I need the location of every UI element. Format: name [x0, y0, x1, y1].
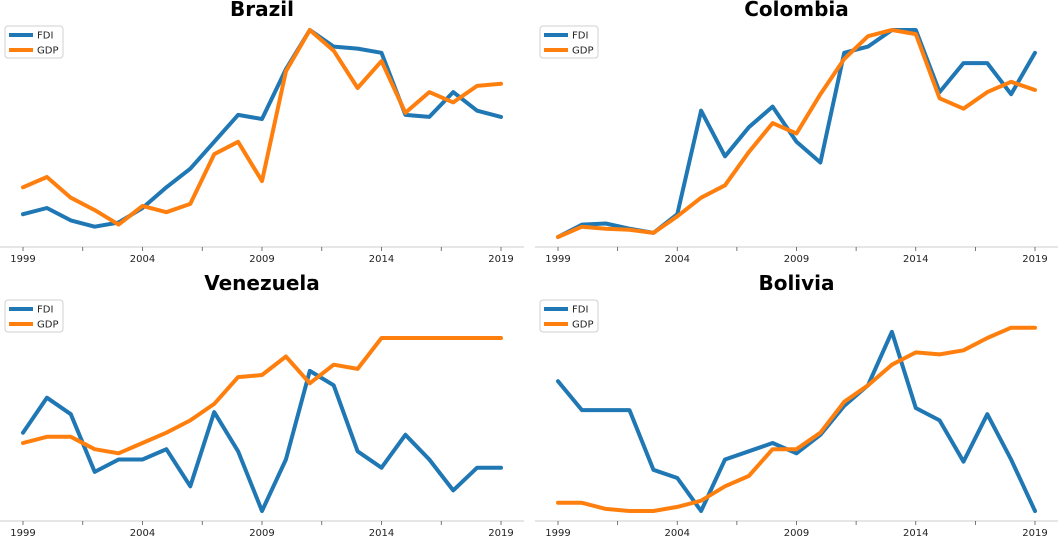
chart-panel-brazil: Brazil 1999 2004 2009 2014 2019 FDI GDP [0, 0, 524, 265]
chart-title: Colombia [744, 0, 849, 21]
chart-panel-bolivia: Bolivia 1999 2004 2009 2014 2019 FDI GDP [535, 271, 1058, 539]
legend: FDI GDP [539, 299, 599, 333]
series-line-gdp [556, 325, 1037, 513]
chart-panel-colombia: Colombia 1999 2004 2009 2014 2019 FDI GDP [535, 0, 1058, 265]
x-tick-label: 2009 [784, 528, 809, 539]
x-tick-label: 2009 [249, 528, 274, 539]
x-tick-label: 2019 [1022, 254, 1047, 265]
x-tick-label: 2004 [665, 254, 690, 265]
legend-label-fdi: FDI [572, 305, 588, 316]
legend-label-gdp: GDP [37, 320, 58, 331]
x-tick-label: 2004 [665, 528, 690, 539]
x-tick-label: 1999 [545, 528, 570, 539]
x-tick-label: 2019 [488, 528, 513, 539]
x-tick-label: 2014 [369, 254, 394, 265]
series-line-gdp [21, 28, 503, 227]
x-tick-label: 1999 [545, 254, 570, 265]
legend-label-fdi: FDI [37, 305, 53, 316]
x-tick-label: 2014 [369, 528, 394, 539]
legend-label-gdp: GDP [572, 320, 593, 331]
x-tick-label: 1999 [10, 528, 35, 539]
x-tick-label: 2004 [130, 528, 155, 539]
x-tick-label: 2014 [903, 254, 928, 265]
chart-title: Bolivia [758, 271, 834, 295]
x-tick-label: 2014 [903, 528, 928, 539]
x-tick-label: 2009 [784, 254, 809, 265]
legend-label-gdp: GDP [572, 46, 593, 57]
chart-title: Brazil [230, 0, 294, 21]
legend-label-gdp: GDP [37, 46, 58, 57]
x-tick-label: 2019 [1022, 528, 1047, 539]
x-tick-label: 2009 [249, 254, 274, 265]
chart-panel-venezuela: Venezuela 1999 2004 2009 2014 2019 FDI GDP [0, 271, 524, 539]
series-line-fdi [556, 329, 1037, 513]
x-tick-label: 2019 [488, 254, 513, 265]
legend-label-fdi: FDI [572, 31, 588, 42]
legend: FDI GDP [4, 25, 64, 59]
chart-title: Venezuela [204, 271, 320, 295]
series-line-fdi [21, 368, 503, 513]
legend-label-fdi: FDI [37, 31, 53, 42]
legend: FDI GDP [4, 299, 64, 333]
series-line-fdi [21, 28, 503, 229]
legend: FDI GDP [539, 25, 599, 59]
x-tick-label: 2004 [130, 254, 155, 265]
series-line-gdp [21, 336, 503, 456]
x-tick-label: 1999 [10, 254, 35, 265]
